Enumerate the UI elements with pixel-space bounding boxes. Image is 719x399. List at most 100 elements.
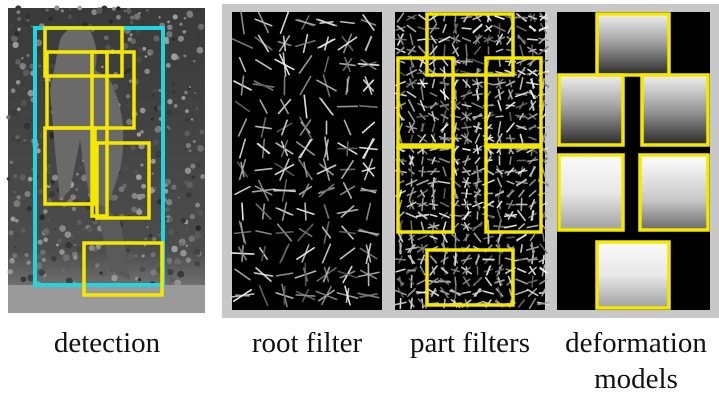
leaf xyxy=(52,175,58,181)
leaf xyxy=(46,164,51,169)
patch xyxy=(640,155,708,230)
leaf xyxy=(146,9,149,12)
leaf xyxy=(179,23,182,26)
leaf xyxy=(78,6,82,10)
leaf xyxy=(142,254,145,257)
hog-stroke xyxy=(516,17,528,18)
leaf xyxy=(69,8,71,10)
leaf xyxy=(30,119,32,121)
caption: root filter xyxy=(252,327,363,359)
leaf xyxy=(15,135,19,139)
leaf xyxy=(31,25,33,27)
hog-stroke xyxy=(455,189,456,198)
hog-stroke xyxy=(474,171,481,172)
leaf xyxy=(196,162,201,167)
leaf xyxy=(166,31,172,37)
hog-stroke xyxy=(305,203,306,220)
leaf xyxy=(184,117,189,122)
leaf xyxy=(104,35,109,40)
leaf xyxy=(23,22,28,27)
leaf xyxy=(112,7,116,11)
hog-stroke xyxy=(408,270,415,271)
leaf xyxy=(195,33,201,39)
leaf xyxy=(125,189,127,191)
leaf xyxy=(11,88,16,93)
leaf xyxy=(130,33,133,36)
leaf xyxy=(57,238,62,243)
leaf xyxy=(139,73,143,77)
leaf xyxy=(200,174,205,179)
leaf xyxy=(184,91,188,95)
leaf xyxy=(109,19,113,23)
leaf xyxy=(148,234,152,238)
leaf xyxy=(151,118,154,121)
leaf xyxy=(78,166,83,171)
leaf xyxy=(7,177,10,180)
hog-stroke xyxy=(395,39,406,40)
leaf xyxy=(154,35,160,41)
leaf xyxy=(64,265,69,270)
patch xyxy=(597,242,669,308)
leaf xyxy=(165,179,171,185)
leaf xyxy=(22,87,25,90)
hog-stroke xyxy=(510,157,511,164)
hog-stroke xyxy=(528,39,538,40)
leaf xyxy=(152,88,157,93)
leaf xyxy=(140,164,143,167)
leaf xyxy=(194,232,201,239)
leaf xyxy=(138,278,141,281)
leaf xyxy=(140,108,146,114)
leaf xyxy=(126,9,131,14)
hog-stroke xyxy=(242,203,243,220)
leaf xyxy=(15,59,20,64)
leaf xyxy=(179,242,183,246)
leaf xyxy=(59,225,66,232)
leaf xyxy=(197,47,204,54)
leaf xyxy=(137,132,141,136)
leaf xyxy=(194,261,200,267)
leaf xyxy=(149,87,152,90)
leaf xyxy=(189,86,191,88)
hog-stroke xyxy=(507,237,514,238)
leaf xyxy=(186,192,192,198)
leaf xyxy=(142,47,146,51)
leaf xyxy=(130,16,134,20)
hog-stroke xyxy=(466,58,467,65)
leaf xyxy=(23,139,26,142)
leaf xyxy=(165,207,170,212)
leaf xyxy=(85,219,90,224)
leaf xyxy=(141,220,143,222)
leaf xyxy=(47,183,49,185)
leaf xyxy=(95,263,100,268)
leaf xyxy=(198,24,204,30)
leaf xyxy=(146,226,148,228)
leaf xyxy=(148,53,151,56)
leaf xyxy=(40,250,46,256)
leaf xyxy=(186,143,191,148)
leaf xyxy=(177,196,180,199)
leaf xyxy=(12,48,17,53)
leaf xyxy=(167,258,173,264)
leaf xyxy=(140,193,145,198)
leaf xyxy=(130,248,135,253)
root-filter xyxy=(232,12,382,310)
leaf xyxy=(87,227,93,233)
leaf xyxy=(136,32,139,35)
patch xyxy=(597,14,669,75)
hog-stroke xyxy=(284,287,285,304)
leaf xyxy=(175,232,179,236)
leaf xyxy=(135,56,142,63)
leaf xyxy=(65,231,72,238)
leaf xyxy=(24,191,30,197)
leaf xyxy=(12,42,18,48)
leaf xyxy=(148,83,150,85)
leaf xyxy=(124,10,127,13)
hog-stroke xyxy=(417,116,428,117)
hog-stroke xyxy=(422,157,423,164)
leaf xyxy=(172,82,176,86)
hog-stroke xyxy=(347,142,348,156)
leaf xyxy=(43,209,48,214)
leaf xyxy=(169,118,176,125)
leaf xyxy=(49,63,54,68)
leaf xyxy=(59,249,65,255)
